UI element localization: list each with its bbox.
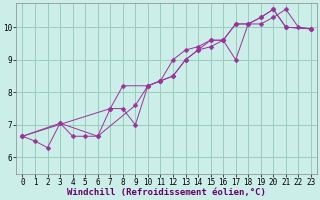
X-axis label: Windchill (Refroidissement éolien,°C): Windchill (Refroidissement éolien,°C) — [67, 188, 266, 197]
